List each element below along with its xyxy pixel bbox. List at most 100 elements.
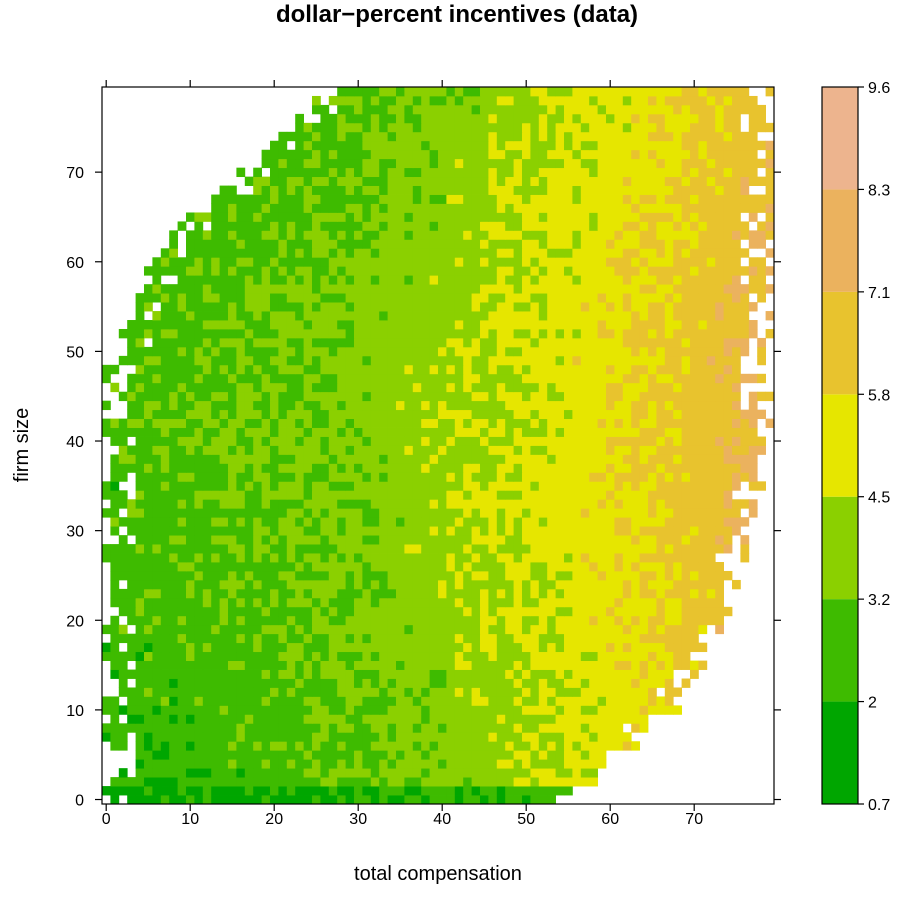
heatmap-cell (639, 517, 649, 527)
heatmap-cell (295, 355, 304, 366)
heatmap-cell (614, 732, 624, 742)
heatmap-cell (522, 553, 531, 563)
heatmap-cell (530, 311, 540, 321)
heatmap-cell (690, 230, 699, 240)
heatmap-cell (295, 275, 304, 285)
heatmap-cell (160, 642, 170, 653)
heatmap-cell (177, 624, 187, 635)
heatmap-cell (202, 266, 212, 276)
heatmap-cell (732, 212, 741, 222)
heatmap-cell (471, 490, 481, 500)
heatmap-cell (597, 248, 607, 258)
heatmap-cell (673, 481, 682, 491)
heatmap-cell (597, 436, 607, 446)
heatmap-cell (286, 481, 296, 491)
heatmap-cell (564, 328, 573, 339)
heatmap-cell (622, 454, 632, 464)
heatmap-cell (530, 355, 540, 366)
heatmap-cell (606, 409, 615, 420)
heatmap-cell (118, 436, 128, 446)
heatmap-cell (236, 212, 246, 222)
heatmap-cell (177, 275, 187, 285)
heatmap-cell (740, 293, 750, 303)
heatmap-cell (295, 212, 304, 222)
heatmap-cell (622, 382, 632, 393)
heatmap-cell (320, 732, 330, 742)
heatmap-cell (463, 328, 472, 339)
heatmap-cell (765, 328, 775, 339)
heatmap-cell (732, 203, 741, 213)
heatmap-cell (488, 526, 498, 536)
heatmap-cell (211, 221, 220, 231)
heatmap-cell (169, 624, 178, 635)
heatmap-cell (463, 696, 472, 706)
heatmap-cell (757, 176, 766, 186)
heatmap-cell (614, 284, 624, 294)
heatmap-cell (345, 275, 355, 285)
heatmap-cell (303, 266, 313, 276)
heatmap-cell (387, 741, 397, 751)
heatmap-cell (379, 391, 388, 402)
heatmap-cell (690, 391, 699, 402)
heatmap-cell (412, 328, 422, 339)
heatmap-cell (740, 418, 750, 428)
heatmap-cell (396, 705, 405, 715)
heatmap-cell (253, 257, 262, 267)
heatmap-cell (194, 615, 204, 626)
heatmap-cell (387, 230, 397, 240)
heatmap-cell (379, 597, 388, 608)
heatmap-cell (412, 167, 422, 178)
heatmap-cell (379, 275, 388, 285)
heatmap-cell (673, 194, 682, 204)
heatmap-cell (614, 239, 624, 249)
heatmap-cell (152, 624, 162, 635)
heatmap-cell (118, 624, 128, 635)
heatmap-cell (664, 481, 674, 491)
heatmap-cell (186, 382, 195, 393)
heatmap-cell (320, 687, 330, 697)
heatmap-cell (438, 570, 447, 581)
heatmap-cell (286, 723, 296, 733)
heatmap-cell (631, 239, 640, 249)
heatmap-cell (186, 400, 195, 411)
heatmap-cell (320, 570, 330, 581)
heatmap-cell (723, 346, 733, 357)
heatmap-cell (580, 517, 590, 527)
heatmap-cell (648, 669, 657, 679)
heatmap-cell (362, 364, 372, 375)
heatmap-cell (244, 311, 254, 321)
heatmap-cell (303, 570, 313, 581)
chart-title: dollar−percent incentives (data) (276, 1, 638, 28)
heatmap-cell (690, 185, 699, 195)
heatmap-cell (270, 391, 279, 402)
heatmap-cell (656, 669, 666, 679)
heatmap-cell (370, 732, 380, 742)
heatmap-cell (513, 212, 523, 222)
heatmap-cell (412, 266, 422, 276)
heatmap-cell (370, 687, 380, 697)
heatmap-cell (303, 176, 313, 186)
heatmap-cell (219, 696, 229, 706)
heatmap-cell (379, 732, 388, 742)
heatmap-cell (312, 562, 321, 572)
heatmap-cell (286, 732, 296, 742)
heatmap-cell (748, 328, 758, 339)
heatmap-cell (404, 463, 414, 473)
heatmap-cell (706, 481, 716, 491)
heatmap-cell (488, 427, 498, 437)
heatmap-cell (152, 714, 162, 724)
heatmap-cell (522, 544, 531, 554)
heatmap-cell (152, 266, 162, 276)
heatmap-cell (555, 167, 565, 178)
heatmap-cell (177, 696, 187, 706)
heatmap-cell (648, 570, 657, 581)
heatmap-cell (261, 194, 271, 204)
heatmap-cell (152, 436, 162, 446)
heatmap-cell (270, 633, 279, 644)
heatmap-cell (370, 696, 380, 706)
heatmap-cell (505, 499, 514, 509)
heatmap-cell (446, 750, 456, 760)
heatmap-cell (345, 615, 355, 626)
heatmap-cell (396, 248, 405, 258)
heatmap-cell (631, 337, 640, 348)
